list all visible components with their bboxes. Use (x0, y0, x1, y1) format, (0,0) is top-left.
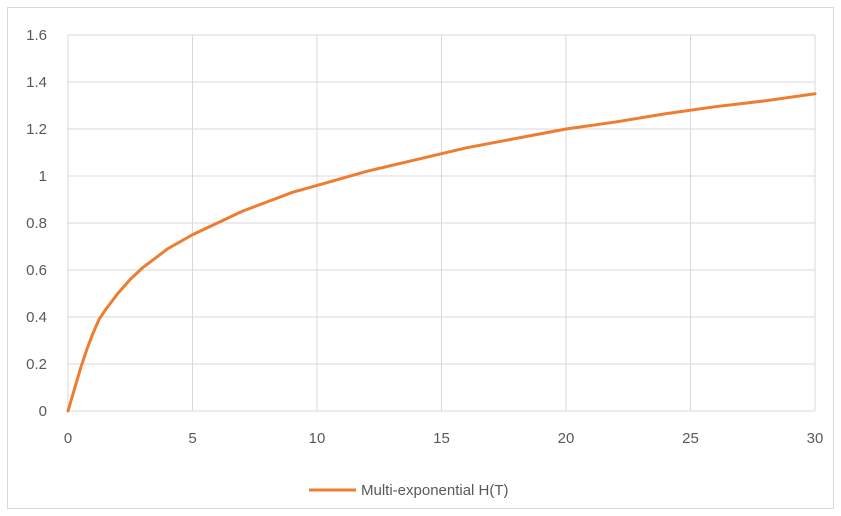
y-tick-label: 0.2 (26, 356, 47, 373)
y-tick-label: 1.2 (26, 121, 47, 138)
y-tick-label: 0.6 (26, 262, 47, 279)
chart-border (7, 7, 834, 509)
x-tick-label: 25 (682, 430, 699, 447)
series-line-0 (66, 92, 817, 413)
x-tick-label: 5 (188, 430, 196, 447)
x-tick-label: 20 (558, 430, 575, 447)
gridlines (67, 34, 816, 412)
x-tick-label: 0 (64, 430, 72, 447)
x-tick-label: 30 (807, 430, 824, 447)
y-tick-label: 1 (39, 168, 47, 185)
y-tick-label: 0 (39, 403, 47, 420)
y-tick-label: 0.8 (26, 215, 47, 232)
x-tick-label: 10 (309, 430, 326, 447)
legend-label: Multi-exponential H(T) (361, 482, 509, 499)
legend: Multi-exponential H(T) (309, 482, 509, 499)
tick-labels: 0 0.2 0.4 0.6 0.8 1 1.2 1.4 1.6 0 5 10 15 20 25 30 (26, 27, 823, 447)
y-tick-label: 1.6 (26, 27, 47, 44)
y-tick-label: 0.4 (26, 309, 47, 326)
x-tick-label: 15 (433, 430, 450, 447)
series-layer (66, 92, 817, 413)
y-tick-label: 1.4 (26, 74, 47, 91)
